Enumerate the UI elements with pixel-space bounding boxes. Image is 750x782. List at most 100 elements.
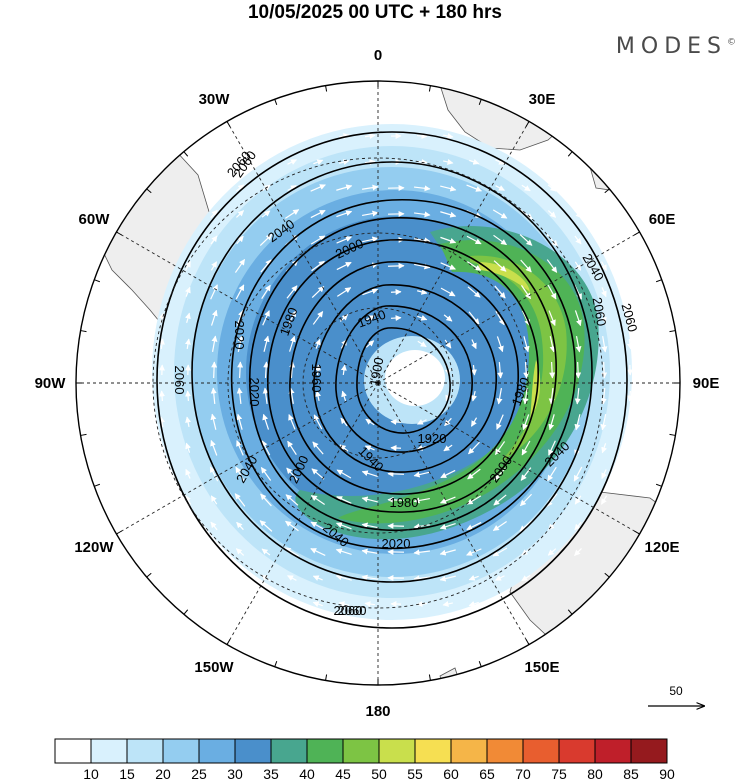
contour-label-group: 1980 (390, 495, 419, 510)
wind-arrow (521, 574, 531, 582)
colorbar-cell (522, 738, 560, 764)
wind-arrow (600, 387, 607, 405)
colorbar-cell (414, 738, 452, 764)
wind-arrow (210, 495, 218, 505)
border-tick (94, 279, 101, 283)
wind-arrow (311, 260, 325, 272)
wind-arrow (285, 494, 299, 506)
contour-label: 1980 (390, 495, 419, 510)
longitude-label: 120E (645, 539, 680, 556)
contour-label: 2060 (334, 603, 363, 618)
wind-arrow (361, 548, 378, 555)
wind-arrow (335, 574, 352, 581)
wind-arrow (390, 419, 402, 426)
wind-arrow (466, 521, 482, 531)
wind-arrow (314, 364, 321, 376)
wind-arrow (443, 444, 453, 452)
wind-arrow (573, 466, 583, 482)
wind-arrow (287, 310, 297, 326)
colorbar-label: 45 (335, 766, 351, 780)
wind-arrow (336, 236, 352, 244)
wind-arrow (286, 467, 298, 481)
wind-arrow (210, 413, 217, 430)
contour-label-group: 2060 (172, 366, 187, 395)
wind-arrow (341, 390, 347, 401)
wind-arrow (492, 547, 508, 557)
wind-arrow (284, 209, 300, 219)
wind-arrow (361, 496, 378, 503)
wind-arrow (236, 413, 243, 430)
wind-arrow (519, 234, 533, 246)
wind-arrow (439, 575, 456, 582)
wind-arrow (263, 361, 270, 379)
wind-arrow (548, 387, 555, 405)
longitude-label: 60W (79, 211, 111, 228)
wind-arrow (310, 235, 326, 245)
wind-arrow (413, 471, 430, 478)
chart-title: 10/05/2025 00 UTC + 180 hrs (247, 2, 503, 23)
wind-arrow (236, 440, 244, 456)
wind-arrow (235, 284, 245, 300)
contour-label-group: 2060 (590, 296, 610, 327)
wind-arrow (236, 210, 245, 218)
wind-arrow (416, 445, 427, 451)
border-tick (274, 660, 278, 667)
colorbar-label: 70 (515, 766, 531, 780)
wind-arrow (287, 440, 297, 456)
wind-arrow (237, 361, 244, 379)
wind-arrow (185, 312, 191, 323)
wind-arrow (289, 361, 296, 379)
wind-arrow (574, 495, 582, 505)
wind-arrow (439, 522, 456, 530)
wind-arrow (601, 287, 607, 298)
wind-arrow (287, 185, 297, 191)
wind-arrow (466, 235, 482, 245)
wind-arrow (439, 549, 456, 556)
border-tick (567, 609, 573, 615)
contour-label: 2060 (338, 603, 367, 618)
wind-arrow (546, 493, 558, 507)
wind-arrow (493, 234, 507, 246)
colorbar-label: 85 (623, 766, 639, 780)
wind-arrow (262, 387, 269, 405)
wind-arrow (387, 470, 405, 477)
wind-arrow (236, 309, 244, 326)
wind-arrow (574, 414, 581, 431)
contour-label: 2060 (172, 366, 187, 395)
meridian-line (226, 121, 379, 384)
wind-arrow (574, 209, 582, 219)
border-tick (183, 609, 189, 615)
wind-arrow (260, 467, 272, 481)
wind-arrow (413, 549, 431, 556)
border-tick (525, 121, 530, 127)
wind-arrow (211, 361, 218, 379)
wind-arrow (546, 259, 558, 273)
wind-arrow (211, 335, 218, 352)
jet-core-55 (478, 262, 530, 292)
wind-arrow (523, 336, 530, 353)
wind-arrow (548, 414, 555, 431)
wind-arrow (549, 361, 556, 379)
wind-arrow (235, 548, 245, 556)
wind-arrow (601, 443, 607, 454)
wind-arrow (439, 496, 456, 504)
wind-arrow (601, 469, 607, 480)
wind-arrow (336, 469, 352, 479)
wind-arrow (467, 468, 481, 480)
graticule (76, 81, 680, 685)
meridian-line (116, 231, 379, 384)
wind-arrow (600, 495, 608, 505)
wind-arrow (390, 445, 402, 452)
longitude-label: 150E (524, 659, 559, 676)
wind-arrow (548, 440, 556, 456)
wind-arrow (496, 336, 504, 353)
border-tick (116, 231, 122, 236)
colorbar-label: 30 (227, 766, 243, 780)
wind-arrow (468, 441, 480, 455)
border-tick (226, 121, 231, 127)
wind-arrow (259, 233, 273, 247)
map-disc (76, 81, 680, 685)
wind-arrow (466, 495, 482, 505)
contour-label-group: 2060 (618, 302, 640, 334)
meridian-line (377, 382, 640, 535)
